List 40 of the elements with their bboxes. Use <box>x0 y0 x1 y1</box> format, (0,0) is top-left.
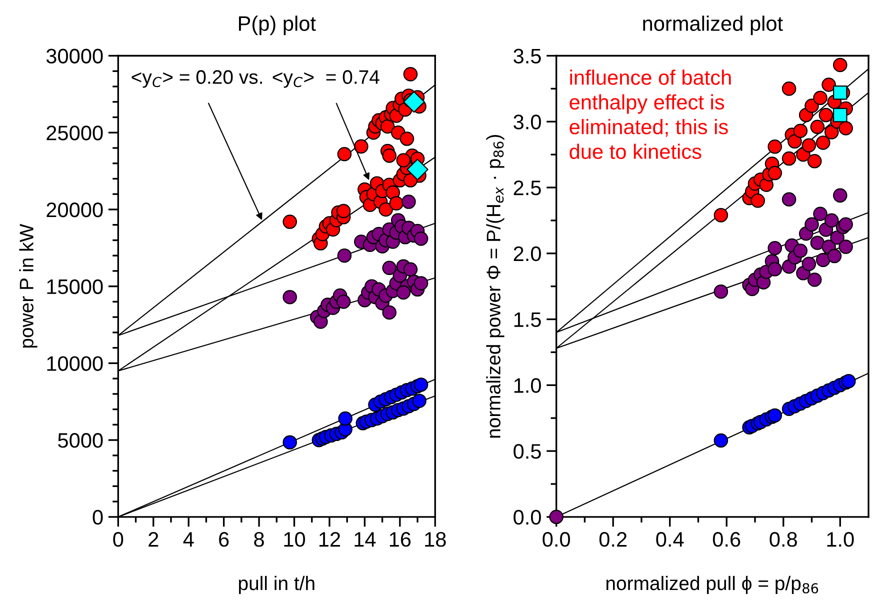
x-tick-label: 14 <box>354 532 376 547</box>
x-tick-label: 0.0 <box>542 532 570 547</box>
x-tick-label: 0.4 <box>656 532 684 547</box>
x-tick-label: 8 <box>254 532 264 547</box>
y-tick-label: 1.5 <box>514 312 541 328</box>
y-tick-label: 15000 <box>47 279 103 294</box>
y-tick-label: 25000 <box>46 126 103 140</box>
x-tick-label: 0.6 <box>712 532 740 547</box>
annotation: influence of batch enthalpy effect is eliminated; this is due to kinetics <box>570 70 731 160</box>
y-axis-title: power P in kW <box>19 224 38 348</box>
y-tick-label: 5000 <box>58 433 103 448</box>
y-tick-label: 0.0 <box>514 510 541 525</box>
chart-title: P(p) plot <box>238 16 316 36</box>
x-axis-title: pull in t/h <box>238 576 314 594</box>
y-axis-title: normalized power Φ = P/(H$_{ex}$ · p$_{86}$) <box>486 134 504 438</box>
y-tick-label: 0 <box>92 510 103 525</box>
x-tick-label: 18 <box>425 532 446 547</box>
x-tick-label: 0.2 <box>599 532 627 547</box>
y-tick-label: 3.5 <box>514 48 541 64</box>
chart-title: normalized plot <box>643 16 783 36</box>
y-tick-label: 3.0 <box>514 114 541 130</box>
x-axis-title: normalized pull ϕ = p/p$_{86}$ <box>606 576 818 594</box>
x-tick-label: 2 <box>148 532 158 547</box>
y-tick-label: 30000 <box>46 48 103 64</box>
x-tick-label: 12 <box>319 532 340 547</box>
y-tick-label: 0.5 <box>514 444 541 459</box>
x-tick-label: 0 <box>113 532 124 547</box>
x-tick-label: 0.8 <box>770 532 797 547</box>
x-tick-label: 10 <box>284 532 306 547</box>
annotation: <y$_{C}$> = 0.74 <box>272 70 380 88</box>
x-tick-label: 6 <box>219 532 229 547</box>
x-tick-label: 1.0 <box>827 532 854 547</box>
y-tick-label: 20000 <box>46 202 103 218</box>
y-tick-label: 2.5 <box>514 180 541 196</box>
x-tick-label: 4 <box>183 532 194 547</box>
y-tick-label: 10000 <box>47 356 103 371</box>
annotation: <y$_{C}$> = 0.20 vs. <box>132 70 262 88</box>
y-tick-label: 2.0 <box>514 246 541 262</box>
x-tick-label: 16 <box>390 532 411 547</box>
y-tick-label: 1.0 <box>514 378 541 393</box>
